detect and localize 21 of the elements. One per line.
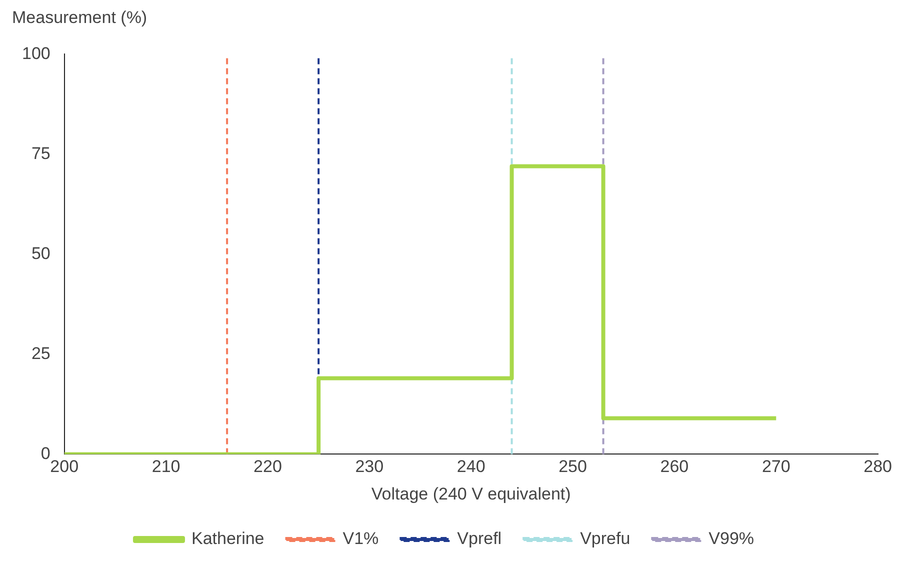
y-tick-label: 25 xyxy=(31,344,50,363)
y-tick-label: 50 xyxy=(31,244,50,263)
y-tick-label: 0 xyxy=(40,444,50,463)
legend-label: V99% xyxy=(708,529,754,548)
x-tick-label: 200 xyxy=(50,457,79,476)
legend-label: Vprefu xyxy=(580,529,630,548)
x-tick-label: 280 xyxy=(864,457,892,476)
legend-label: Vprefl xyxy=(457,529,502,548)
x-tick-label: 250 xyxy=(558,457,587,476)
x-tick-label: 220 xyxy=(254,457,282,476)
x-tick-label: 260 xyxy=(660,457,689,476)
x-axis-title: Voltage (240 V equivalent) xyxy=(371,484,571,504)
x-tick-label: 210 xyxy=(152,457,180,476)
legend-label: Katherine xyxy=(191,529,264,548)
legend-label: V1% xyxy=(342,529,379,548)
y-tick-label: 100 xyxy=(22,44,50,63)
x-tick-label: 270 xyxy=(762,457,790,476)
y-tick-label: 75 xyxy=(31,144,50,163)
x-tick-label: 240 xyxy=(456,457,486,476)
y-axis-title: Measurement (%) xyxy=(11,8,148,29)
x-tick-label: 230 xyxy=(355,457,384,476)
